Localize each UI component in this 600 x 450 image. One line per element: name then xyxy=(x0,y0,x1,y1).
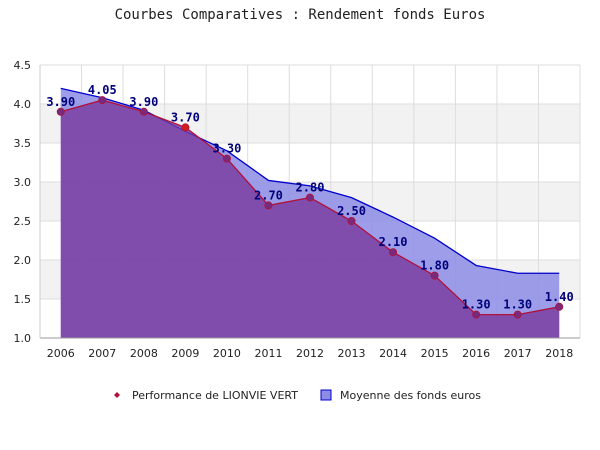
x-tick-label: 2017 xyxy=(504,347,532,360)
data-label: 4.05 xyxy=(88,83,117,97)
chart-title: Courbes Comparatives : Rendement fonds E… xyxy=(115,7,486,23)
x-tick-label: 2014 xyxy=(379,347,407,360)
data-label: 2.10 xyxy=(379,235,408,249)
data-point xyxy=(347,216,356,225)
x-tick-label: 2008 xyxy=(130,347,158,360)
y-tick-label: 3.0 xyxy=(14,176,32,189)
x-tick-label: 2016 xyxy=(462,347,490,360)
data-label: 2.80 xyxy=(296,181,325,195)
legend-marker-moyenne xyxy=(320,389,332,401)
data-point xyxy=(305,193,314,202)
data-label: 1.80 xyxy=(420,259,449,273)
data-label: 2.70 xyxy=(254,188,283,202)
data-point xyxy=(98,96,107,105)
x-tick-label: 2007 xyxy=(88,347,116,360)
x-tick-label: 2015 xyxy=(421,347,449,360)
data-label: 1.40 xyxy=(545,290,574,304)
data-label: 3.70 xyxy=(171,110,200,124)
data-point xyxy=(472,310,481,319)
data-point xyxy=(389,248,398,257)
x-tick-label: 2010 xyxy=(213,347,241,360)
data-label: 1.30 xyxy=(462,298,491,312)
y-tick-label: 4.0 xyxy=(14,98,32,111)
data-label: 1.30 xyxy=(503,298,532,312)
data-point xyxy=(264,201,273,210)
data-point xyxy=(181,123,190,132)
x-tick-label: 2006 xyxy=(47,347,75,360)
legend-label-performance: Performance de LIONVIE VERT xyxy=(132,389,298,402)
y-tick-label: 1.0 xyxy=(14,332,32,345)
legend: Performance de LIONVIE VERT Moyenne des f… xyxy=(114,389,481,402)
y-tick-label: 1.5 xyxy=(14,293,32,306)
x-tick-label: 2011 xyxy=(254,347,282,360)
data-label: 3.90 xyxy=(129,95,158,109)
data-point xyxy=(222,154,231,163)
legend-marker-performance xyxy=(114,392,120,398)
y-tick-label: 3.5 xyxy=(14,137,32,150)
x-tick-label: 2009 xyxy=(171,347,199,360)
data-point xyxy=(555,302,564,311)
x-tick-label: 2018 xyxy=(545,347,573,360)
y-tick-label: 4.5 xyxy=(14,59,32,72)
data-label: 2.50 xyxy=(337,204,366,218)
y-tick-label: 2.5 xyxy=(14,215,32,228)
data-point xyxy=(430,271,439,280)
x-tick-label: 2012 xyxy=(296,347,324,360)
plot-area: 3.90 4.05 3.90 3.70 3.30 2.70 2.80 2.50 2.10 1.80… xyxy=(14,59,581,360)
y-tick-label: 2.0 xyxy=(14,254,32,267)
data-point xyxy=(139,107,148,116)
data-point xyxy=(513,310,522,319)
data-point xyxy=(56,107,65,116)
data-label: 3.30 xyxy=(212,142,241,156)
data-label: 3.90 xyxy=(46,95,75,109)
x-tick-label: 2013 xyxy=(338,347,366,360)
legend-label-moyenne: Moyenne des fonds euros xyxy=(340,389,481,402)
